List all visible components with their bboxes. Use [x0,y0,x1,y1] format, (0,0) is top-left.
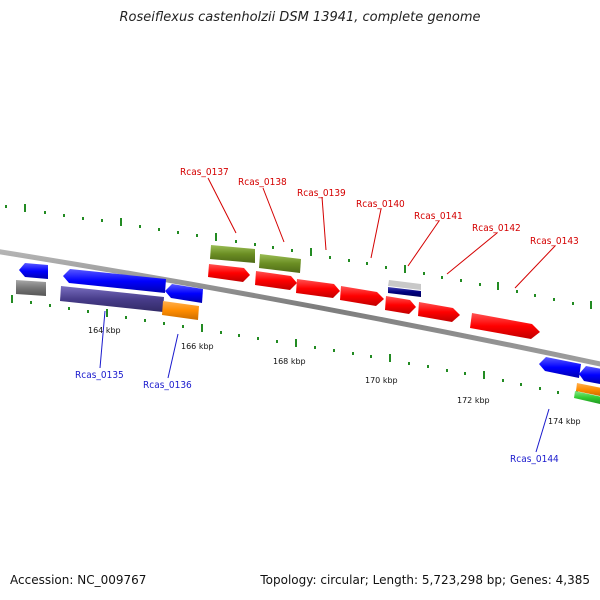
gene-feature-green-edge[interactable] [574,391,600,404]
gene-feature-rcas-0137[interactable] [208,264,250,282]
forward-strand-features [208,245,540,339]
topology-text: Topology: circular; Length: 5,723,298 bp… [260,573,590,587]
gene-feature-rcas-0136-orange[interactable] [162,301,199,320]
accession-text: Accession: NC_009767 [10,573,147,587]
gene-feature-rcas-0138-olive[interactable] [259,254,301,273]
gene-feature-rcas-0141[interactable] [388,287,421,297]
gene-label-rcas-0144[interactable]: Rcas_0144 [510,454,559,465]
gene-feature-rcas-0137-olive[interactable] [210,245,255,263]
gene-feature-rcas-0144[interactable] [539,357,581,378]
gene-feature-blue-edge[interactable] [579,366,600,384]
gene-feature-rcas-0141-red[interactable] [385,296,416,314]
reverse-strand-features [16,263,600,404]
gene-feature-rcas-0136[interactable] [165,284,203,303]
gene-feature-small-blue[interactable] [19,263,48,279]
gene-feature-rcas-0143[interactable] [470,313,540,339]
gene-label-rcas-0139[interactable]: Rcas_0139 [297,188,346,199]
gene-feature-rcas-0135-slate[interactable] [60,286,164,312]
gene-label-rcas-0135[interactable]: Rcas_0135 [75,370,124,381]
map-title: Roseiflexus castenholzii DSM 13941, comp… [119,10,481,25]
gene-label-rcas-0137[interactable]: Rcas_0137 [180,167,229,178]
forward-leader-lines [207,177,556,289]
reverse-leader-lines [99,310,550,453]
gene-feature-rcas-0141-gray[interactable] [388,280,421,290]
gene-label-rcas-0136[interactable]: Rcas_0136 [143,380,192,391]
tick-label-168-kbp: 168 kbp [273,357,306,366]
tick-label-170-kbp: 170 kbp [365,376,398,385]
upper-tick-row [5,204,592,309]
gene-label-rcas-0141[interactable]: Rcas_0141 [414,211,463,222]
gene-label-rcas-0142[interactable]: Rcas_0142 [472,223,521,234]
gene-feature-orange-edge[interactable] [576,383,600,396]
gene-label-rcas-0140[interactable]: Rcas_0140 [356,199,405,210]
gene-feature-rcas-0139[interactable] [296,279,340,298]
genome-backbone [0,249,600,367]
tick-label-166-kbp: 166 kbp [181,342,214,351]
lower-tick-row [11,295,578,398]
tick-label-164-kbp: 164 kbp [88,326,121,335]
tick-label-174-kbp: 174 kbp [548,417,581,426]
gene-feature-gray[interactable] [16,280,46,296]
gene-label-rcas-0138[interactable]: Rcas_0138 [238,177,287,188]
tick-label-172-kbp: 172 kbp [457,396,490,405]
gene-feature-rcas-0138[interactable] [255,271,297,290]
gene-feature-rcas-0140[interactable] [340,286,384,306]
gene-feature-rcas-0142[interactable] [418,302,460,322]
gene-label-rcas-0143[interactable]: Rcas_0143 [530,236,579,247]
gene-feature-rcas-0135[interactable] [63,269,166,293]
